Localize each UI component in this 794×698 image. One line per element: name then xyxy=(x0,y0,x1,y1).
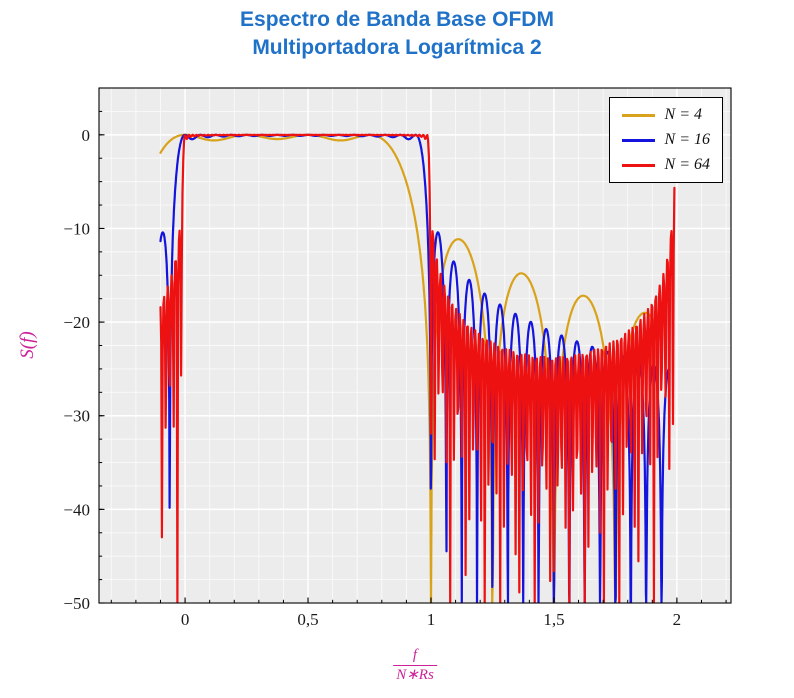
legend-line-swatch xyxy=(621,113,655,117)
legend-row-0: N = 4 xyxy=(621,106,710,124)
x-tick-label: 1 xyxy=(427,610,436,629)
legend-label: N = 4 xyxy=(664,106,702,123)
x-tick-label: 0,5 xyxy=(297,610,318,629)
curve-series-2 xyxy=(159,133,676,603)
legend: N = 4 N = 16 N = 64 xyxy=(608,97,723,183)
y-tick-label: −10 xyxy=(63,219,90,238)
chart-title-line1: Espectro de Banda Base OFDM xyxy=(240,8,554,31)
legend-label: N = 64 xyxy=(664,156,710,173)
legend-row-2: N = 64 xyxy=(621,156,710,174)
y-tick-label: −50 xyxy=(63,594,90,613)
legend-line-swatch xyxy=(621,163,655,167)
y-tick-label: 0 xyxy=(82,126,91,145)
x-tick-label: 1,5 xyxy=(543,610,564,629)
curves-group xyxy=(159,133,676,603)
chart-title-line2: Multiportadora Logarítmica 2 xyxy=(252,35,542,59)
x-axis-label-denominator: N∗Rs xyxy=(393,664,437,685)
legend-line-swatch xyxy=(621,138,655,142)
y-tick-label: −30 xyxy=(63,407,90,426)
x-tick-label: 0 xyxy=(181,610,190,629)
x-axis-label: f N∗Rs xyxy=(393,646,437,685)
x-tick-label: 2 xyxy=(673,610,682,629)
y-tick-label: −20 xyxy=(63,313,90,332)
x-axis-label-numerator: f xyxy=(412,647,418,663)
y-tick-label: −40 xyxy=(63,500,90,519)
legend-label: N = 16 xyxy=(664,131,710,148)
chart-title: Espectro de Banda Base OFDM Multiportado… xyxy=(0,6,794,61)
legend-row-1: N = 16 xyxy=(621,131,710,149)
